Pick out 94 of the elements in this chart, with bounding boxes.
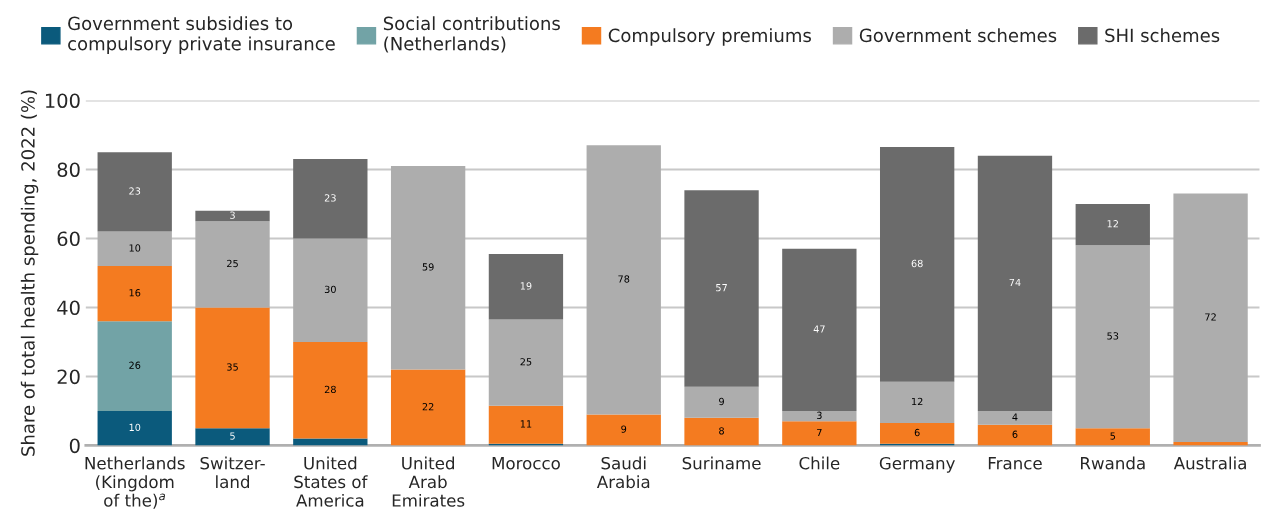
x-tick-label: United Arab Emirates	[392, 456, 465, 507]
x-tick-label: Netherlands (Kingdom of the)$^{a}$	[85, 456, 185, 509]
bar	[1075, 245, 1150, 429]
bar	[293, 341, 368, 439]
data-label: 26	[129, 361, 141, 369]
data-label: 23	[324, 194, 336, 202]
y-tick-label: 0	[69, 438, 80, 454]
data-label: 9	[719, 397, 724, 406]
x-tick-label: Germany	[879, 456, 955, 473]
data-label: 22	[422, 402, 434, 411]
bar	[488, 405, 564, 444]
bar	[97, 231, 172, 267]
data-label: 12	[1107, 220, 1118, 228]
data-label: 19	[520, 282, 532, 290]
data-label: 68	[911, 259, 923, 268]
data-label: 6	[1012, 430, 1018, 438]
bar	[879, 423, 955, 444]
data-label: 53	[1107, 332, 1119, 340]
x-tick-label: Rwanda	[1081, 456, 1145, 470]
x-tick-label: Suriname	[682, 456, 761, 470]
bar	[195, 221, 270, 308]
data-label: 47	[813, 325, 825, 333]
bar	[488, 253, 564, 320]
data-label: 25	[227, 259, 238, 268]
data-label: 57	[716, 284, 727, 292]
x-tick-label: Switzer- land	[200, 456, 265, 489]
bar	[488, 319, 564, 406]
legend-label: Social contributions (Netherlands)	[383, 16, 560, 53]
bar	[195, 307, 270, 429]
bar	[684, 417, 759, 446]
bar	[195, 428, 270, 446]
bar	[782, 248, 857, 411]
data-label: 12	[912, 397, 923, 406]
bar	[1075, 428, 1150, 446]
bar	[684, 386, 759, 418]
y-tick-label: 100	[45, 93, 80, 109]
y-tick-label: 60	[57, 231, 80, 247]
data-label: 9	[621, 425, 627, 433]
bar	[1075, 203, 1150, 246]
data-label: 11	[520, 420, 532, 428]
bar	[293, 159, 368, 239]
x-tick-label: Saudi Arabia	[596, 456, 650, 489]
x-tick-label: United States of America	[294, 456, 368, 507]
legend-label: Government schemes	[859, 28, 1057, 43]
data-label: 16	[129, 289, 141, 297]
legend-label: Government subsidies to compulsory private insurance	[68, 16, 335, 54]
bar	[879, 147, 955, 382]
y-tick-label: 20	[57, 369, 80, 385]
bar	[97, 152, 172, 232]
legend-label: Compulsory premiums	[608, 28, 811, 46]
bar	[782, 410, 857, 422]
y-axis-title: Share of total health spending, 2022 (%)	[20, 90, 39, 456]
bar	[1173, 193, 1248, 443]
data-label: 5	[1110, 432, 1116, 440]
data-label: 28	[324, 385, 336, 394]
data-label: 7	[817, 428, 822, 437]
data-label: 72	[1205, 313, 1216, 321]
bar	[195, 210, 270, 222]
bar	[293, 238, 368, 342]
data-label: 59	[422, 263, 434, 271]
data-label: 78	[618, 275, 630, 283]
x-tick-label: Australia	[1173, 456, 1246, 470]
x-tick-label: France	[988, 457, 1042, 470]
data-label: 8	[719, 427, 724, 435]
data-label: 3	[817, 411, 822, 419]
bar	[97, 321, 172, 411]
bar	[97, 266, 172, 322]
data-label: 35	[227, 363, 238, 371]
y-tick-label: 80	[57, 162, 80, 178]
x-tick-label: Morocco	[492, 457, 560, 470]
x-tick-label: Chile	[799, 456, 840, 470]
bar	[977, 410, 1053, 425]
data-label: 74	[1009, 278, 1021, 286]
bar	[97, 410, 172, 446]
bar	[782, 421, 857, 446]
data-label: 10	[129, 423, 141, 432]
data-label: 4	[1012, 413, 1018, 421]
y-tick-label: 40	[57, 300, 80, 316]
bar	[879, 381, 955, 424]
data-label: 5	[230, 432, 235, 440]
bar	[684, 190, 759, 387]
bar	[586, 414, 661, 446]
data-label: 10	[129, 244, 141, 252]
bar	[977, 424, 1053, 446]
data-label: 6	[914, 428, 920, 437]
bar	[586, 145, 661, 415]
bar	[390, 165, 466, 370]
legend-label: SHI schemes	[1105, 28, 1220, 43]
data-label: 3	[230, 211, 235, 219]
bar	[390, 369, 466, 446]
data-label: 23	[129, 187, 141, 195]
bar	[977, 155, 1053, 411]
data-label: 25	[520, 358, 532, 366]
data-label: 30	[324, 285, 336, 294]
